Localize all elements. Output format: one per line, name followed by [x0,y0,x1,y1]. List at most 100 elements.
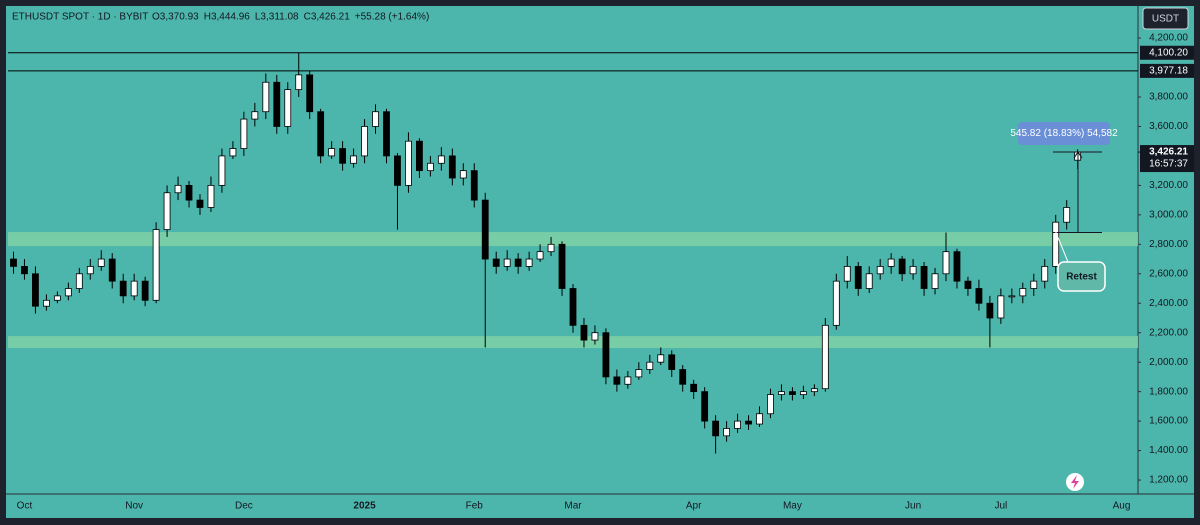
candle-body [778,391,785,395]
candle-body [207,184,215,208]
candle-body [887,258,895,267]
candle-body [635,369,643,378]
ohlc-value: C3,426.21 [304,12,351,23]
candle-body [580,324,588,341]
candle-body [679,369,687,385]
candle-body [789,391,796,395]
candle-body [591,332,599,341]
annotation: Retest [1066,272,1097,283]
candle-body [328,148,336,157]
candle-body [843,266,851,282]
candle-body [251,111,259,120]
line-badge-label: 4,100.20 [1149,47,1188,58]
candle-body [295,74,303,91]
candle-body [1008,295,1016,298]
candle-body [426,162,434,172]
candle-body [690,383,698,393]
y-tick-label: 2,600.00 [1149,268,1188,279]
candle-body [240,118,248,149]
currency: USDT [1152,14,1179,25]
ohlc-values: O3,370.93 H3,444.96 L3,311.08 C3,426.21 +55.… [152,12,429,23]
candle-body [810,388,818,393]
candle-body [920,266,928,289]
measure-box [1018,122,1110,146]
candle-body [75,273,83,289]
candle-body [876,266,884,275]
candle-body [1063,207,1071,223]
candle-body [854,266,862,289]
candle-body [668,354,676,370]
candle-body [602,332,610,378]
candle-body [196,199,204,208]
candle-body [975,288,983,304]
candle-body [64,288,72,297]
candle-body [569,288,577,326]
candle-body [646,361,654,370]
candle-body [613,376,621,385]
zones [8,232,1138,349]
candle-body [152,229,160,301]
currency-box [1142,7,1189,30]
candle-body [734,420,741,429]
y-tick-label: 2,000.00 [1149,357,1188,368]
candle-body [1052,221,1060,267]
candle-body [416,140,423,172]
candle-body [53,295,61,301]
candle-body [821,324,829,390]
candle-body [42,299,50,307]
candle-body [361,126,368,157]
x-tick-label: Dec [235,501,253,512]
candle-body [229,148,237,157]
candle-body [130,280,138,297]
annotation-box [1057,261,1106,292]
candle-body [756,413,763,425]
ohlc-value: H3,444.96 [204,12,251,23]
candle-body [448,155,456,179]
candle-body [262,81,270,113]
candle-body [723,428,730,437]
candle-body [284,89,292,127]
candle-body [525,258,533,267]
candle-body [119,280,127,297]
candle-body [1030,280,1038,289]
measure-arrow [1073,151,1083,159]
ohlc-value: +55.28 (+1.64%) [355,12,430,23]
y-tick-label: 2,800.00 [1149,239,1188,250]
candle-body [953,251,961,282]
symbol: ETHUSDT SPOT · 1D · BYBIT [12,12,148,23]
candle-body [185,184,193,201]
ohlc-value: O3,370.93 [152,12,199,23]
candle-body [459,170,467,179]
candle-body [163,192,171,230]
candle-body [273,81,281,127]
x-tick-label: Oct [17,501,33,512]
y-tick-label: 3,200.00 [1149,180,1188,191]
annotation-pointer [1054,229,1069,263]
y-tick-label: 1,400.00 [1149,445,1188,456]
zone [8,232,1138,247]
candle-body [108,258,116,282]
candle-body [306,74,314,113]
candles [10,52,1082,454]
candle-body [865,273,873,289]
candle-body [86,266,94,275]
x-tick-label: Aug [1113,501,1131,512]
candle-body [986,302,994,319]
candle-body [470,170,478,201]
y-tick-label: 4,200.00 [1149,33,1188,44]
candle-body [964,280,972,289]
candle-body [745,420,752,425]
line-badge [1140,63,1194,78]
line-badge-label: 3,977.18 [1149,66,1188,77]
candle-body [317,111,325,157]
candle-body [536,251,544,260]
candle-body [514,258,522,267]
y-tick-label: 3,600.00 [1149,121,1188,132]
y-tick-label: 2,400.00 [1149,298,1188,309]
candle-body [942,251,950,275]
candle-body [372,111,379,127]
candle-body [97,258,105,267]
candle-body [394,155,401,186]
x-tick-label: Feb [466,501,484,512]
